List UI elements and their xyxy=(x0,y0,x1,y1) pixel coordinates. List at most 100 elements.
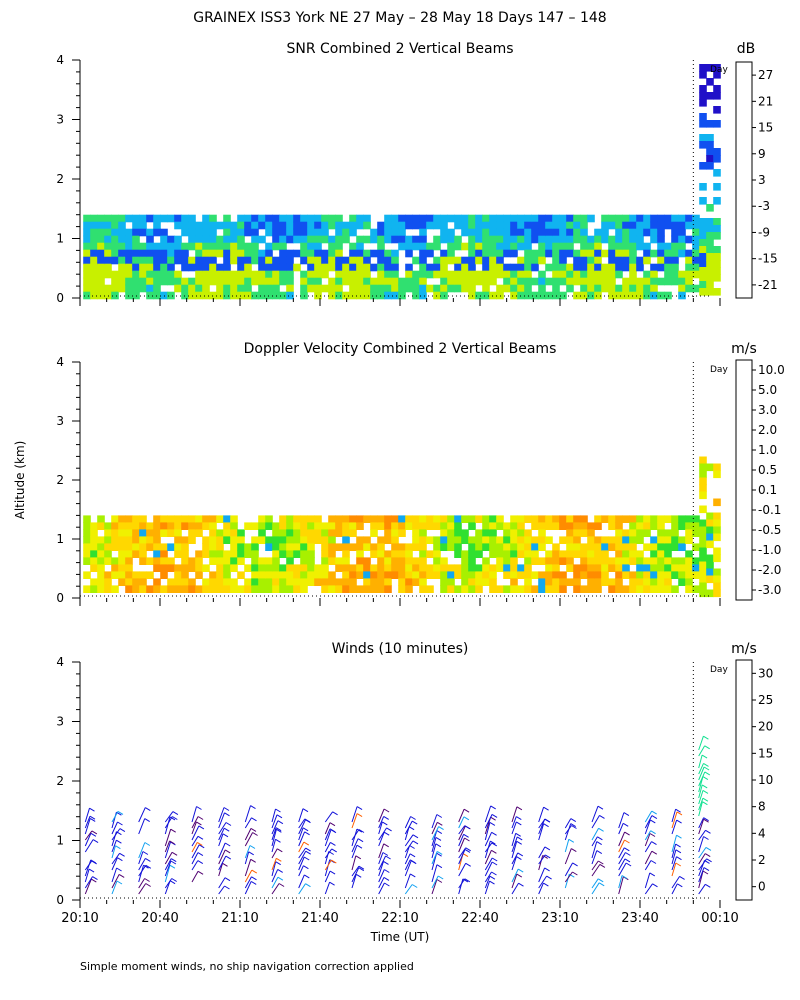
wind-barb xyxy=(484,805,492,823)
heatmap-cell xyxy=(195,522,203,530)
y-axis-label: Altitude (km) xyxy=(13,441,27,520)
heatmap-cell xyxy=(657,221,665,230)
wind-barb xyxy=(671,809,677,823)
heatmap-cell xyxy=(104,536,112,544)
heatmap-cell xyxy=(209,557,217,565)
wind-barb-flag xyxy=(598,882,605,887)
heatmap-cell xyxy=(153,249,161,258)
heatmap-cell xyxy=(349,270,357,279)
heatmap-cell xyxy=(153,578,161,586)
heatmap-cell xyxy=(552,221,560,230)
heatmap-cell xyxy=(83,515,91,523)
heatmap-cell xyxy=(671,585,679,593)
wind-barb xyxy=(351,874,357,889)
heatmap-cell xyxy=(202,550,210,558)
heatmap-cell xyxy=(440,529,448,537)
heatmap-cell xyxy=(489,536,497,544)
heatmap-cell xyxy=(209,543,217,551)
heatmap-cell xyxy=(636,578,644,586)
heatmap-cell xyxy=(573,571,581,579)
heatmap-cell xyxy=(447,228,455,237)
heatmap-cell xyxy=(209,228,217,237)
heatmap-cell xyxy=(195,557,203,565)
heatmap-cell xyxy=(482,571,490,579)
heatmap-cell xyxy=(328,529,336,537)
wind-barb-flag xyxy=(117,821,123,826)
y-tick-label: 2 xyxy=(56,774,64,788)
heatmap-cell xyxy=(202,242,210,251)
heatmap-cell xyxy=(615,543,623,551)
heatmap-cell xyxy=(181,249,189,258)
heatmap-cell xyxy=(433,564,441,572)
heatmap-cell xyxy=(685,277,693,286)
wind-barb xyxy=(404,820,413,835)
heatmap-cell xyxy=(517,284,525,293)
wind-barb-flag xyxy=(412,834,419,839)
heatmap-cell xyxy=(615,571,623,579)
heatmap-cell xyxy=(685,550,693,558)
heatmap-cell xyxy=(153,543,161,551)
heatmap-cell xyxy=(426,515,434,523)
heatmap-cell xyxy=(265,522,273,530)
heatmap-cell xyxy=(692,214,700,223)
heatmap-cell xyxy=(517,529,525,537)
heatmap-cell xyxy=(643,571,651,579)
heatmap-cell xyxy=(370,228,378,237)
heatmap-cell xyxy=(566,536,574,544)
heatmap-cell xyxy=(342,529,350,537)
heatmap-cell xyxy=(377,550,385,558)
heatmap-cell xyxy=(153,557,161,565)
heatmap-cell xyxy=(356,543,364,551)
heatmap-cell xyxy=(580,571,588,579)
heatmap-cell xyxy=(118,242,126,251)
heatmap-cell xyxy=(657,228,665,237)
heatmap-cell xyxy=(349,571,357,579)
heatmap-cell xyxy=(300,214,308,223)
colorbar-tick-label: 15 xyxy=(758,746,773,760)
heatmap-cell xyxy=(650,284,658,293)
heatmap-cell xyxy=(685,571,693,579)
heatmap-cell xyxy=(272,571,280,579)
heatmap-cell xyxy=(90,228,98,237)
heatmap-cell xyxy=(566,277,574,286)
heatmap-cell xyxy=(706,281,714,289)
heatmap-cell xyxy=(671,270,679,279)
wind-barb-flag xyxy=(222,862,228,867)
wind-barb-flag xyxy=(197,835,204,840)
wind-barb-flag xyxy=(332,811,338,816)
heatmap-cell xyxy=(587,242,595,251)
heatmap-cell xyxy=(713,267,721,275)
wind-barb xyxy=(111,811,119,823)
heatmap-cell xyxy=(440,543,448,551)
heatmap-cell xyxy=(468,522,476,530)
heatmap-cell xyxy=(363,256,371,265)
heatmap-cell xyxy=(461,263,469,272)
wind-barb-flag xyxy=(491,857,498,862)
heatmap-cell xyxy=(90,557,98,565)
heatmap-cell xyxy=(265,221,273,230)
wind-barb xyxy=(431,822,438,835)
wind-barb-flag xyxy=(196,806,202,810)
heatmap-cell xyxy=(118,270,126,279)
heatmap-cell xyxy=(356,256,364,265)
wind-barb xyxy=(644,833,651,847)
heatmap-cell xyxy=(559,291,567,300)
heatmap-cell xyxy=(419,571,427,579)
heatmap-cell xyxy=(216,235,224,244)
wind-barb-flag xyxy=(438,826,444,831)
wind-barb-flag xyxy=(408,826,415,831)
heatmap-cell xyxy=(650,221,658,230)
wind-barb-flag xyxy=(435,836,442,841)
heatmap-cell xyxy=(643,228,651,237)
heatmap-cell xyxy=(279,522,287,530)
wind-barb xyxy=(511,868,519,883)
heatmap-cell xyxy=(503,221,511,230)
heatmap-cell xyxy=(601,515,609,523)
heatmap-cell xyxy=(538,228,546,237)
wind-barb-flag xyxy=(409,859,416,864)
heatmap-cell xyxy=(97,263,105,272)
heatmap-cell xyxy=(503,235,511,244)
colorbar-tick-label: 27 xyxy=(758,68,773,82)
heatmap-cell xyxy=(377,564,385,572)
heatmap-cell xyxy=(405,277,413,286)
